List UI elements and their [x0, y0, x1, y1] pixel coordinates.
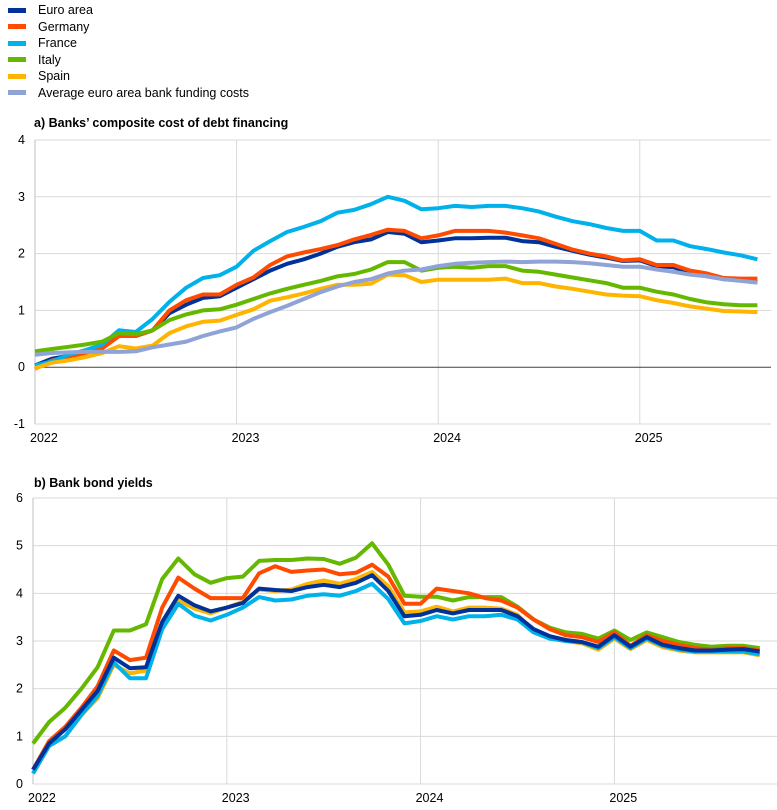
y-tick-label: 5: [16, 539, 23, 553]
series-line-italy: [34, 260, 758, 354]
series-line-euro-area: [31, 573, 760, 771]
x-tick-label: 2025: [609, 791, 637, 805]
legend-item: Euro area: [8, 2, 249, 19]
legend-label: Spain: [38, 69, 70, 84]
chart-a: -1 0 1 2 3 4 2022 2023 2024 2025: [14, 133, 771, 445]
chart-b-title: b) Bank bond yields: [34, 476, 153, 490]
legend-swatch: [8, 73, 26, 79]
series-line-france: [34, 194, 758, 368]
legend-label: Euro area: [38, 3, 93, 18]
y-tick-label: 1: [18, 303, 25, 317]
legend-swatch: [8, 90, 26, 96]
y-tick-label: 4: [16, 586, 23, 600]
x-tick-label: 2023: [222, 791, 250, 805]
legend-swatch: [8, 57, 26, 63]
x-tick-label: 2025: [635, 431, 663, 445]
legend: Euro area Germany France Italy Spain Average …: [8, 2, 249, 101]
legend-item: Italy: [8, 52, 249, 69]
y-tick-label: 6: [16, 491, 23, 505]
x-tick-label: 2023: [232, 431, 260, 445]
legend-swatch: [8, 24, 26, 30]
legend-swatch: [8, 7, 26, 13]
series-line-average-euro-area-bank-funding-costs: [34, 259, 758, 357]
legend-item: Germany: [8, 19, 249, 36]
x-tick-label: 2024: [416, 791, 444, 805]
y-tick-label: 3: [18, 190, 25, 204]
legend-item: France: [8, 35, 249, 52]
series-line-spain: [34, 272, 758, 371]
y-tick-label: 1: [16, 729, 23, 743]
x-tick-label: 2022: [30, 431, 58, 445]
legend-label: Germany: [38, 19, 90, 34]
x-tick-label: 2024: [433, 431, 461, 445]
legend-item: Spain: [8, 68, 249, 85]
series-line-italy: [31, 541, 760, 745]
y-tick-label: 0: [18, 360, 25, 374]
legend-label: Italy: [38, 52, 61, 67]
legend-swatch: [8, 40, 26, 46]
series-line-france: [31, 581, 761, 775]
chart-a-title: a) Banks’ composite cost of debt financi…: [34, 116, 289, 130]
legend-label: Average euro area bank funding costs: [38, 85, 250, 100]
y-tick-label: 0: [16, 777, 23, 791]
y-tick-label: 4: [18, 133, 25, 147]
y-tick-label: 3: [16, 634, 23, 648]
y-tick-label: 2: [16, 682, 23, 696]
legend-item: Average euro area bank funding costs: [8, 85, 249, 102]
y-tick-label: 2: [18, 247, 25, 261]
x-tick-label: 2022: [28, 791, 56, 805]
y-tick-label: -1: [14, 417, 25, 431]
legend-label: France: [38, 36, 77, 51]
